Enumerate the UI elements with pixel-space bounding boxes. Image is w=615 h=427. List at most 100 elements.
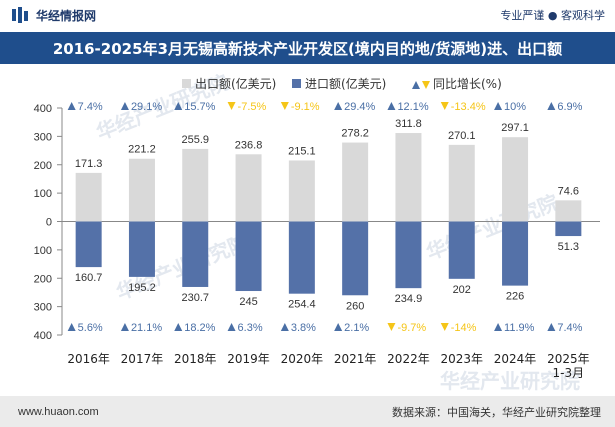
import-value-label: 230.7 (181, 292, 209, 304)
import-bar (75, 221, 102, 268)
brand-name: 华经情报网 (36, 8, 97, 23)
export-value-label: 278.2 (341, 128, 369, 140)
export-growth-label: 6.9% (557, 101, 582, 113)
export-growth-up-triangle-icon (547, 102, 556, 110)
y-tick-label: 100 (34, 188, 52, 200)
chart-area: 华经产业研究院 华经产业研究院 华经产业研究院 华经产业研究院 出口额(亿美元)… (34, 70, 600, 393)
export-growth-up-triangle-icon (120, 102, 129, 110)
import-growth-label: 7.4% (557, 322, 582, 334)
import-value-label: 226 (506, 291, 524, 303)
brand-logo-icon (12, 7, 28, 23)
import-growth-up-triangle-icon (227, 323, 236, 331)
import-growth-label: 3.8% (291, 322, 316, 334)
export-value-label: 297.1 (501, 122, 529, 134)
y-tick-label: 400 (34, 103, 52, 115)
export-growth-up-triangle-icon (494, 102, 503, 110)
export-growth-up-triangle-icon (174, 102, 183, 110)
y-tick-label: 200 (34, 273, 52, 285)
import-growth-label: 21.1% (131, 322, 162, 334)
x-tick-label: 2022年 (387, 352, 430, 366)
y-tick-label: 300 (34, 131, 52, 143)
export-bar (75, 172, 102, 222)
export-value-label: 311.8 (395, 118, 422, 130)
legend: 出口额(亿美元) 进口额(亿美元) 同比增长(%) (182, 76, 502, 91)
import-growth-up-triangle-icon (334, 323, 343, 331)
y-tick-label: 300 (34, 302, 52, 314)
import-growth-label: -14% (451, 322, 477, 334)
export-bar (235, 154, 262, 222)
import-bar (448, 221, 475, 279)
growth-markers: 7.4% 5.6% 29.1% 21.1% 15.7% 18.2% -7.5% 6.3% -9.… (67, 101, 583, 334)
legend-triangle-down-icon (422, 81, 430, 89)
export-growth-label: -13.4% (451, 101, 486, 113)
import-value-label: 160.7 (75, 272, 103, 284)
import-growth-label: 5.6% (78, 322, 103, 334)
import-growth-up-triangle-icon (120, 323, 129, 331)
import-growth-down-triangle-icon (440, 323, 449, 331)
footer-source: 数据来源：中国海关，华经产业研究院整理 (392, 406, 601, 419)
legend-label-import: 进口额(亿美元) (305, 76, 386, 91)
export-value-label: 236.8 (235, 139, 263, 151)
export-value-label: 171.3 (75, 158, 103, 170)
import-value-label: 245 (239, 296, 257, 308)
export-value-label: 270.1 (448, 130, 476, 142)
export-growth-down-triangle-icon (227, 102, 236, 110)
export-bar (288, 160, 315, 222)
import-bar (128, 221, 155, 277)
import-bar (342, 221, 369, 296)
export-growth-label: 7.4% (78, 101, 103, 113)
x-tick-label: 2019年 (227, 352, 270, 366)
brand: 华经情报网 (12, 7, 96, 24)
watermark-text: 华经产业研究院 (440, 369, 580, 393)
export-value-label: 255.9 (181, 134, 209, 146)
export-value-label: 221.2 (128, 144, 156, 156)
x-tick-label: 2020年 (281, 352, 324, 366)
import-bar (502, 221, 529, 286)
export-bar (342, 142, 369, 222)
export-value-label: 74.6 (558, 185, 579, 197)
export-growth-label: 15.7% (184, 101, 215, 113)
watermark-text: 华经产业研究院 (423, 190, 562, 265)
export-growth-label: 12.1% (397, 101, 428, 113)
export-bar (555, 200, 582, 222)
export-growth-label: 29.4% (344, 101, 375, 113)
import-growth-up-triangle-icon (280, 323, 289, 331)
bar-labels: 171.3 160.7 221.2 195.2 255.9 230.7 236.8 245 21… (75, 118, 579, 312)
import-bar (395, 221, 422, 289)
bars (75, 133, 582, 296)
import-value-label: 254.4 (288, 299, 316, 311)
export-bar (502, 137, 529, 222)
import-growth-label: 11.9% (504, 322, 535, 334)
export-growth-label: 29.1% (131, 101, 162, 113)
import-growth-up-triangle-icon (174, 323, 183, 331)
x-axis-labels: 2016年 2017年 2018年 2019年 2020年 2021年 2022年 2023年… (67, 352, 589, 380)
import-bar (288, 221, 315, 294)
y-tick-label: 100 (34, 245, 52, 257)
export-growth-label: -7.5% (238, 101, 267, 113)
legend-label-export: 出口额(亿美元) (195, 76, 276, 91)
export-bar (128, 158, 155, 222)
y-tick-label: 400 (34, 330, 52, 342)
y-tick-label: 200 (34, 160, 52, 172)
import-value-label: 260 (346, 300, 364, 312)
x-tick-label: 2017年 (121, 352, 164, 366)
import-value-label: 234.9 (395, 293, 423, 305)
x-tick-label: 2023年 (440, 352, 483, 366)
x-tick-label: 2016年 (67, 352, 110, 366)
import-bar (182, 221, 209, 287)
import-growth-label: 2.1% (344, 322, 369, 334)
import-value-label: 202 (453, 284, 471, 296)
y-axis-ticks: 400 300 200 100 0 100 200 300 400 (34, 103, 62, 342)
x-tick-label: 2018年 (174, 352, 217, 366)
export-bar (395, 133, 422, 222)
export-growth-label: -9.1% (291, 101, 320, 113)
legend-triangle-up-icon (412, 81, 420, 89)
export-growth-up-triangle-icon (387, 102, 396, 110)
import-bar (235, 221, 262, 292)
import-growth-up-triangle-icon (494, 323, 503, 331)
export-growth-down-triangle-icon (440, 102, 449, 110)
legend-label-growth: 同比增长(%) (433, 77, 502, 91)
x-tick-label: 2024年 (494, 352, 537, 366)
chart-title: 2016-2025年3月无锡高新技术产业开发区(境内目的地/货源地)进、出口额 (0, 32, 615, 64)
import-growth-label: 18.2% (184, 322, 215, 334)
